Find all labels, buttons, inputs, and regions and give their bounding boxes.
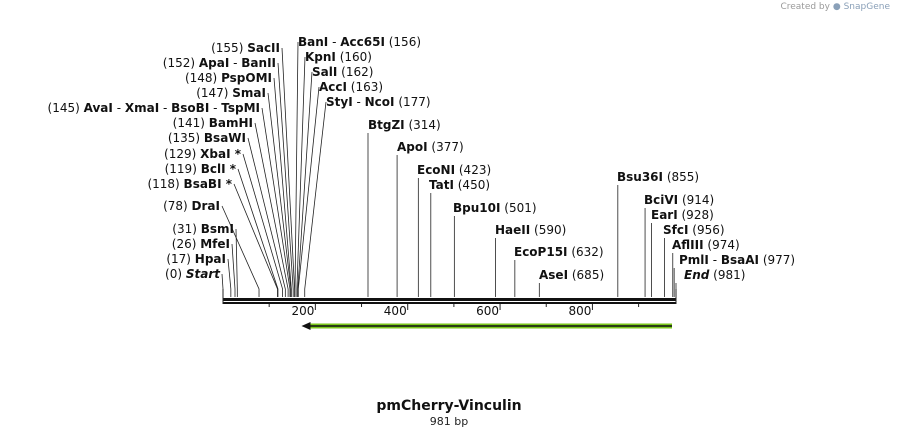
cut-site-label: StyI - NcoI (177) — [326, 95, 431, 109]
cut-site-leader — [261, 107, 291, 297]
cut-site-label: BciVI (914) — [644, 193, 714, 207]
plasmid-name: pmCherry-Vinculin — [376, 398, 522, 414]
snapgene-logo-icon: ● — [832, 2, 841, 12]
cut-site-label: BanI - Acc65I (156) — [298, 35, 421, 49]
cut-site-label: (141) BamHI — [173, 116, 253, 130]
cut-site-label: HaeII (590) — [495, 223, 566, 237]
cut-site-leader — [297, 71, 313, 297]
axis-tick-label: 200 — [291, 304, 314, 318]
cut-site-leader — [242, 153, 283, 297]
cut-site-label: (17) HpaI — [166, 252, 226, 266]
cut-site-label: (145) AvaI - XmaI - BsoBI - TspMI — [48, 101, 260, 115]
cut-site-label: BtgZI (314) — [368, 118, 441, 132]
feature-arrowhead — [301, 322, 311, 330]
cut-site-label: End (981) — [684, 268, 745, 282]
cut-site-leader — [281, 47, 295, 297]
cut-site-label: AflIII (974) — [672, 238, 740, 252]
cut-site-leader — [273, 77, 292, 297]
cut-site-leader — [233, 183, 278, 297]
cut-site-label: ApoI (377) — [397, 140, 464, 154]
credit-brand: SnapGene — [843, 2, 890, 12]
linear-plasmid-map: 200 400 600 800 (155) SacII(152) ApaI - BanI… — [48, 35, 795, 330]
cut-site-leader — [237, 168, 279, 297]
axis-tick-label: 400 — [384, 304, 407, 318]
cut-site-leader — [235, 228, 238, 297]
cut-site-leader — [267, 92, 292, 297]
cut-site-leader — [277, 62, 294, 297]
cut-site-leader — [221, 273, 224, 297]
cut-site-label: (0) Start — [165, 267, 221, 281]
cut-site-leader — [231, 243, 236, 297]
cut-site-label: (119) BclI * — [165, 162, 237, 176]
cut-site-leader — [254, 122, 289, 297]
snapgene-credit: Created by ● SnapGene — [780, 2, 890, 12]
cut-site-label: (118) BsaBI * — [147, 177, 232, 191]
cut-site-label: (155) SacII — [211, 41, 280, 55]
cut-site-leader — [247, 137, 286, 297]
cut-site-label: AccI (163) — [319, 80, 383, 94]
backbone-bottom-strand — [223, 302, 676, 304]
cut-site-leader — [221, 205, 260, 297]
cut-site-leader — [227, 258, 232, 297]
cut-site-label: (147) SmaI — [196, 86, 266, 100]
cut-site-label: KpnI (160) — [305, 50, 372, 64]
cut-site-label: AseI (685) — [539, 268, 604, 282]
cut-site-label: (135) BsaWI — [168, 131, 246, 145]
cut-site-label: (31) BsmI — [172, 222, 234, 236]
cut-site-label: TatI (450) — [429, 178, 490, 192]
credit-prefix: Created by — [780, 2, 830, 12]
axis-tick-label: 600 — [476, 304, 499, 318]
cut-site-leader — [296, 56, 306, 297]
cut-site-label: SalI (162) — [312, 65, 373, 79]
cut-site-label: EcoP15I (632) — [514, 245, 604, 259]
cut-site-label: EcoNI (423) — [417, 163, 491, 177]
plasmid-length: 981 bp — [429, 415, 469, 428]
cut-site-label: (148) PspOMI — [185, 71, 272, 85]
cut-site-label: Bpu10I (501) — [453, 201, 537, 215]
title-block: pmCherry-Vinculin 981 bp — [0, 398, 898, 428]
cut-site-label: EarI (928) — [651, 208, 714, 222]
cut-site-label: Bsu36I (855) — [617, 170, 699, 184]
axis-tick-label: 800 — [569, 304, 592, 318]
cut-site-leader — [294, 41, 299, 297]
cut-site-label: (152) ApaI - BanII — [163, 56, 276, 70]
backbone-top-strand — [223, 298, 676, 301]
cut-site-label: PmlI - BsaAI (977) — [679, 253, 795, 267]
cut-site-leader — [304, 101, 327, 297]
cut-site-label: (26) MfeI — [172, 237, 230, 251]
cut-site-label: SfcI (956) — [663, 223, 725, 237]
cut-site-label: (129) XbaI * — [164, 147, 242, 161]
cut-site-leader — [297, 86, 320, 297]
cut-site-label: (78) DraI — [163, 199, 220, 213]
